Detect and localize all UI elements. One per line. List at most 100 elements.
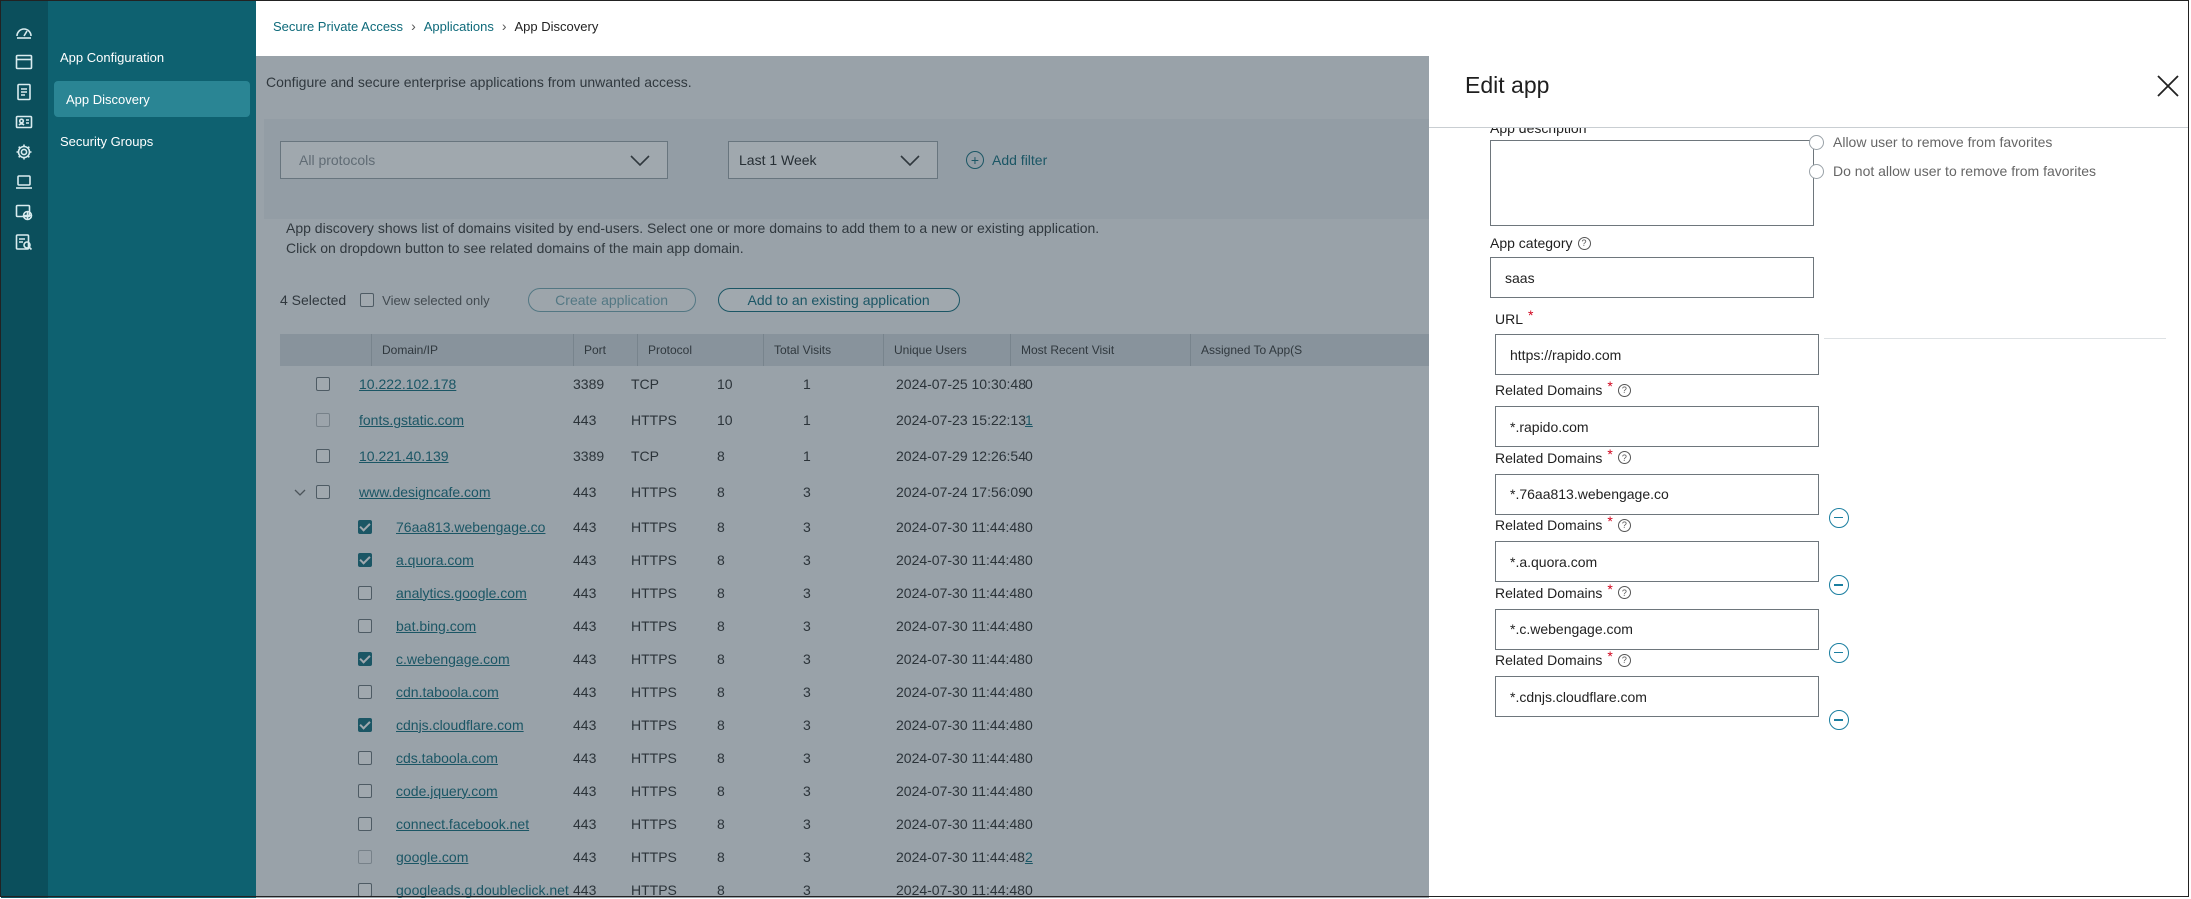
domain-link[interactable]: cdnjs.cloudflare.com (396, 716, 524, 733)
domain-link[interactable]: 76aa813.webengage.co (396, 518, 546, 535)
subnav-item-app-discovery[interactable]: App Discovery (54, 81, 250, 117)
domain-link[interactable]: cdn.taboola.com (396, 683, 499, 700)
domain-link[interactable]: 10.221.40.139 (359, 448, 449, 464)
domain-link[interactable]: 10.222.102.178 (359, 376, 457, 392)
web-globe-icon[interactable] (13, 201, 35, 223)
domain-link[interactable]: c.webengage.com (396, 650, 510, 667)
browser-window-icon[interactable] (13, 51, 35, 73)
remove-domain-icon[interactable] (1829, 710, 1849, 730)
document-icon[interactable] (13, 81, 35, 103)
breadcrumb-parent[interactable]: Applications (423, 18, 494, 34)
table-row[interactable]: bat.bing.com 443 HTTPS 8 3 2024-07-30 11:44:4… (280, 609, 1429, 642)
gear-icon[interactable] (13, 141, 35, 163)
row-checkbox[interactable] (358, 552, 372, 567)
column-header-domain[interactable]: Domain/IP (371, 334, 573, 366)
row-checkbox[interactable] (316, 377, 330, 391)
column-header-protocol[interactable]: Protocol (637, 334, 763, 366)
assigned-apps-cell[interactable]: 1 (1025, 412, 1033, 428)
table-row[interactable]: google.com 443 HTTPS 8 3 2024-07-30 11:44:48 2 (280, 840, 1429, 873)
column-header-assigned-to-apps[interactable]: Assigned To App(S (1190, 334, 1429, 366)
column-header-port[interactable]: Port (573, 334, 637, 366)
help-icon[interactable]: ? (1617, 586, 1631, 599)
chevron-down-icon[interactable] (294, 489, 306, 497)
column-header-most-recent-visit[interactable]: Most Recent Visit (1010, 334, 1190, 366)
table-row[interactable]: analytics.google.com 443 HTTPS 8 3 2024-07-30… (280, 576, 1429, 609)
help-icon[interactable]: ? (1617, 518, 1631, 532)
table-row[interactable]: 76aa813.webengage.co 443 HTTPS 8 3 2024-07-30… (280, 510, 1429, 543)
time-filter-select[interactable]: Last 1 Week (728, 141, 938, 179)
domain-link[interactable]: analytics.google.com (396, 584, 527, 601)
table-row[interactable]: www.designcafe.com 443 HTTPS 8 3 2024-07-24 1… (280, 474, 1429, 510)
remove-domain-icon[interactable] (1829, 507, 1849, 528)
report-search-icon[interactable] (13, 231, 35, 253)
column-header-total-visits[interactable]: Total Visits (763, 334, 883, 366)
table-row[interactable]: code.jquery.com 443 HTTPS 8 3 2024-07-30 11:4… (280, 774, 1429, 807)
domain-link[interactable]: www.designcafe.com (359, 484, 491, 500)
table-row[interactable]: cdn.taboola.com 443 HTTPS 8 3 2024-07-30 11:4… (280, 675, 1429, 708)
related-domain-input[interactable]: *.c.webengage.com (1495, 608, 1819, 650)
help-icon[interactable]: ? (1577, 236, 1591, 250)
panel-scroll-area[interactable]: App description Allow user to remove fro… (1429, 128, 2189, 898)
table-row[interactable]: cdnjs.cloudflare.com 443 HTTPS 8 3 2024-07-30… (280, 708, 1429, 741)
domain-link[interactable]: a.quora.com (396, 551, 474, 568)
row-checkbox[interactable] (358, 585, 372, 600)
table-row[interactable]: connect.facebook.net 443 HTTPS 8 3 2024-07-30… (280, 807, 1429, 840)
table-row[interactable]: c.webengage.com 443 HTTPS 8 3 2024-07-30 11:4… (280, 642, 1429, 675)
laptop-icon[interactable] (13, 171, 35, 193)
row-checkbox[interactable] (358, 717, 372, 732)
domain-link[interactable]: bat.bing.com (396, 617, 477, 634)
subnav-item-security-groups[interactable]: Security Groups (0, 123, 244, 159)
domain-link[interactable]: fonts.gstatic.com (359, 412, 465, 428)
radio-button[interactable] (1809, 134, 1824, 150)
remove-domain-icon[interactable] (1829, 642, 1849, 663)
close-icon[interactable] (2155, 73, 2181, 99)
app-category-input[interactable]: saas (1490, 257, 1814, 298)
row-checkbox[interactable] (358, 519, 372, 534)
protocol-filter-select[interactable]: All protocols (280, 141, 668, 179)
row-checkbox[interactable] (358, 816, 372, 831)
row-checkbox[interactable] (316, 413, 330, 427)
add-filter-button[interactable]: + Add filter (966, 151, 1047, 169)
column-header-unique-users[interactable]: Unique Users (883, 334, 1010, 366)
breadcrumb-root[interactable]: Secure Private Access (273, 18, 404, 34)
help-icon[interactable]: ? (1617, 451, 1631, 464)
app-description-textarea[interactable] (1490, 140, 1814, 226)
domain-link[interactable]: code.jquery.com (396, 782, 498, 799)
table-row[interactable]: cds.taboola.com 443 HTTPS 8 3 2024-07-30 11:4… (280, 741, 1429, 774)
related-domain-input[interactable]: *.rapido.com (1495, 406, 1819, 447)
favorites-option-deny[interactable]: Do not allow user to remove from favorit… (1809, 163, 2096, 179)
row-checkbox[interactable] (358, 849, 372, 864)
table-row[interactable]: fonts.gstatic.com 443 HTTPS 10 1 2024-07-23 1… (280, 402, 1429, 438)
subnav-item-app-configuration[interactable]: App Configuration (0, 39, 244, 75)
row-checkbox[interactable] (316, 485, 330, 499)
table-row[interactable]: 10.221.40.139 3389 TCP 8 1 2024-07-29 12:26:5… (280, 438, 1429, 474)
add-to-existing-application-button[interactable]: Add to an existing application (717, 288, 960, 312)
assigned-apps-cell[interactable]: 2 (1025, 848, 1033, 865)
table-row[interactable]: 10.222.102.178 3389 TCP 10 1 2024-07-25 10:30… (280, 366, 1429, 402)
domain-link[interactable]: googleads.g.doubleclick.net (396, 881, 569, 898)
remove-domain-icon[interactable] (1829, 575, 1849, 595)
related-domain-input[interactable]: *.a.quora.com (1495, 541, 1819, 582)
domain-link[interactable]: connect.facebook.net (396, 815, 530, 832)
dashboard-icon[interactable] (13, 21, 35, 43)
related-domain-input[interactable]: *.76aa813.webengage.co (1495, 473, 1819, 515)
row-checkbox[interactable] (358, 783, 372, 798)
create-application-button[interactable]: Create application (527, 288, 696, 312)
row-checkbox[interactable] (358, 618, 372, 633)
related-domain-input[interactable]: *.cdnjs.cloudflare.com (1495, 676, 1819, 717)
url-input[interactable]: https://rapido.com (1495, 334, 1819, 375)
id-card-icon[interactable] (13, 111, 35, 133)
row-checkbox[interactable] (358, 684, 372, 699)
row-checkbox[interactable] (316, 449, 330, 463)
help-icon[interactable]: ? (1617, 383, 1631, 397)
row-checkbox[interactable] (358, 750, 372, 765)
favorites-option-allow[interactable]: Allow user to remove from favorites (1809, 134, 2052, 150)
domain-link[interactable]: cds.taboola.com (396, 749, 498, 766)
row-checkbox[interactable] (358, 651, 372, 666)
table-row[interactable]: googleads.g.doubleclick.net 443 HTTPS 8 3 202… (280, 873, 1429, 898)
view-selected-only-checkbox[interactable] (360, 293, 375, 307)
table-row[interactable]: a.quora.com 443 HTTPS 8 3 2024-07-30 11:44:48… (280, 543, 1429, 576)
domain-link[interactable]: google.com (396, 848, 469, 865)
modal-overlay[interactable] (256, 56, 1429, 898)
radio-button[interactable] (1809, 163, 1824, 179)
